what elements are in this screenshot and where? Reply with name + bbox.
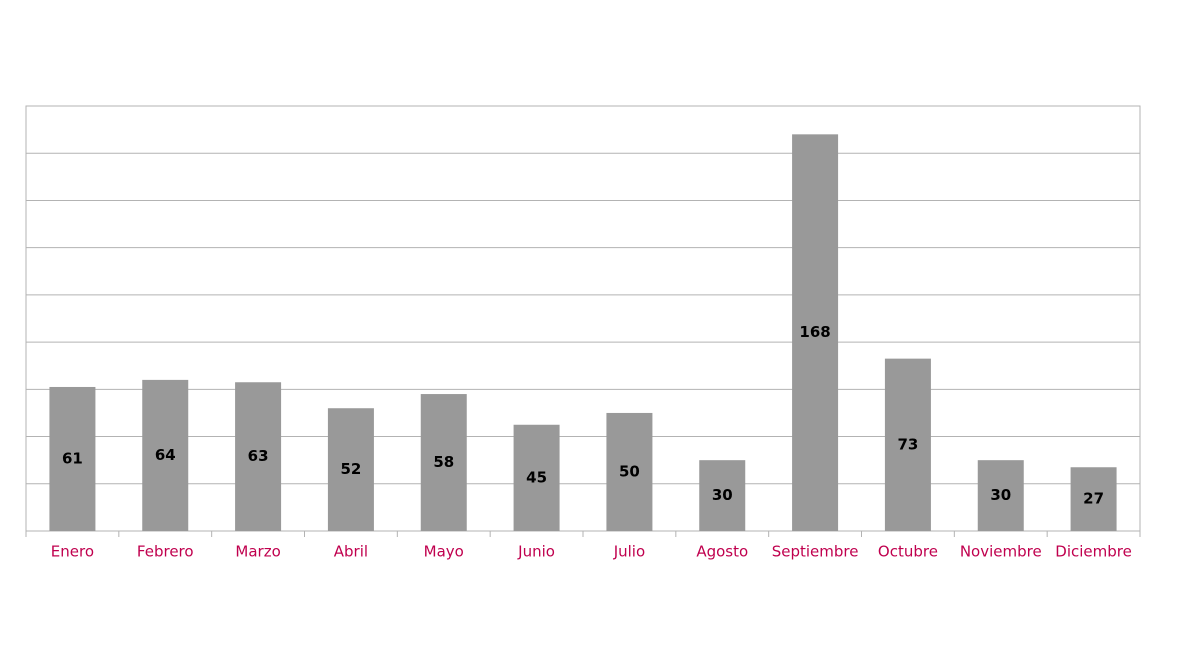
x-tick-label: Marzo bbox=[235, 543, 280, 561]
bar bbox=[699, 460, 746, 531]
value-label: 50 bbox=[619, 462, 640, 480]
value-label: 52 bbox=[340, 460, 361, 478]
x-tick-label: Agosto bbox=[696, 543, 748, 561]
value-label: 64 bbox=[155, 446, 176, 464]
bar bbox=[606, 412, 653, 531]
x-tick-label: Mayo bbox=[424, 543, 464, 561]
x-tick-label: Enero bbox=[51, 543, 94, 561]
x-tick-label: Abril bbox=[334, 543, 368, 561]
value-label: 30 bbox=[712, 486, 733, 504]
x-tick-label: Septiembre bbox=[772, 543, 859, 561]
plot-area bbox=[25, 105, 1141, 532]
x-tick-label: Febrero bbox=[137, 543, 194, 561]
bar bbox=[1070, 467, 1117, 531]
bar bbox=[884, 358, 931, 531]
x-tick-label: Junio bbox=[517, 543, 555, 561]
bar bbox=[420, 394, 467, 531]
x-tick-label: Noviembre bbox=[960, 543, 1042, 561]
value-label: 27 bbox=[1083, 490, 1104, 508]
x-tick-label: Julio bbox=[613, 543, 645, 561]
bar bbox=[327, 408, 374, 531]
x-tick-label: Diciembre bbox=[1055, 543, 1132, 561]
bar bbox=[792, 134, 839, 532]
value-label: 45 bbox=[526, 468, 547, 486]
bar bbox=[235, 382, 282, 531]
bar bbox=[513, 424, 560, 531]
value-label: 58 bbox=[433, 453, 454, 471]
value-label: 73 bbox=[897, 435, 918, 453]
bar bbox=[49, 386, 96, 531]
value-label: 61 bbox=[62, 449, 83, 467]
value-label: 63 bbox=[248, 447, 269, 465]
bar bbox=[977, 460, 1024, 531]
x-tick-label: Octubre bbox=[878, 543, 938, 561]
value-label: 30 bbox=[990, 486, 1011, 504]
bar bbox=[142, 379, 189, 531]
value-label: 168 bbox=[799, 323, 830, 341]
